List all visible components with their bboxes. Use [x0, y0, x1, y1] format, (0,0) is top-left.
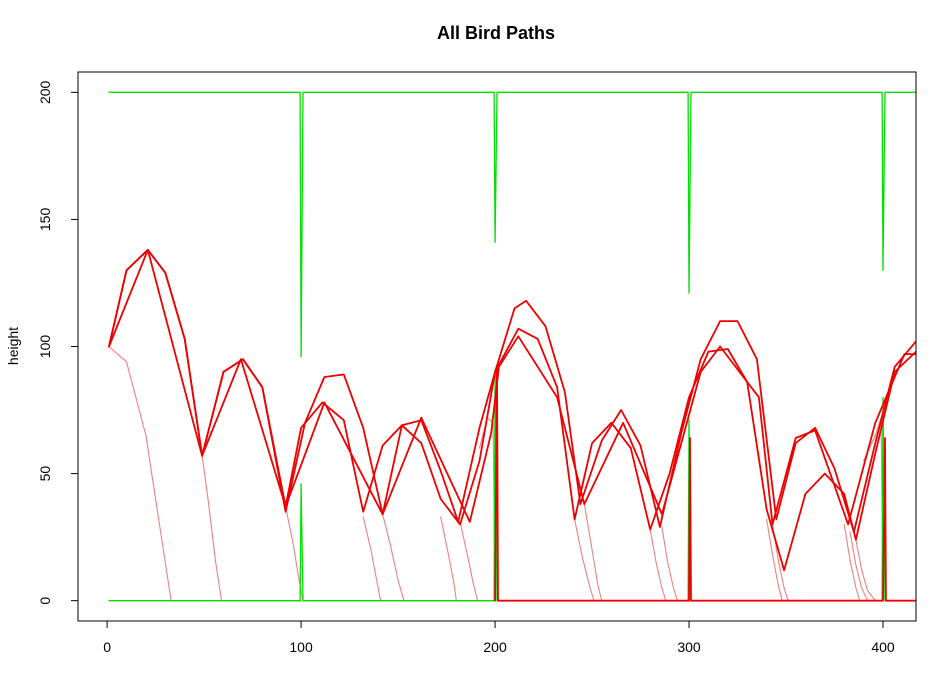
y-tick-label: 100 [37, 335, 53, 359]
y-axis: 0 50 100 150 200 [37, 80, 78, 605]
best-birds-series-4 [108, 249, 916, 526]
x-tick-label: 0 [103, 639, 111, 655]
best-birds-series-3 [108, 249, 916, 572]
x-axis: 0 100 200 300 400 [103, 621, 895, 655]
y-tick-label: 200 [37, 80, 53, 104]
y-tick-label: 50 [37, 466, 53, 482]
x-tick-label: 300 [677, 639, 701, 655]
chart-title: All Bird Paths [437, 23, 555, 43]
y-tick-label: 0 [37, 597, 53, 605]
pipes-series-0 [108, 91, 916, 358]
best-birds-series-5 [494, 365, 916, 602]
plot-area [108, 91, 916, 602]
x-tick-label: 400 [871, 639, 895, 655]
y-tick-label: 150 [37, 208, 53, 232]
series-layer [108, 91, 916, 602]
x-tick-label: 200 [483, 639, 507, 655]
y-axis-label: height [5, 327, 21, 365]
x-tick-label: 100 [289, 639, 313, 655]
